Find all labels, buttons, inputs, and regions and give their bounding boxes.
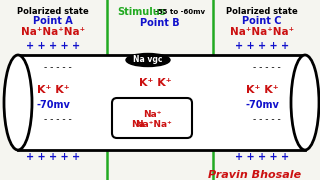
Text: - - - - -: - - - - -: [44, 115, 72, 124]
Text: + + + + +: + + + + +: [235, 41, 289, 51]
Text: Point B: Point B: [140, 18, 180, 28]
Text: -55 to -60mv: -55 to -60mv: [155, 9, 205, 15]
Text: K⁺ K⁺: K⁺ K⁺: [37, 85, 69, 95]
Text: K⁺ K⁺: K⁺ K⁺: [139, 78, 171, 88]
FancyBboxPatch shape: [112, 98, 192, 138]
Text: Na vgc: Na vgc: [133, 55, 163, 64]
Text: Stimulus: Stimulus: [118, 7, 166, 17]
Text: Pravin Bhosale: Pravin Bhosale: [208, 170, 301, 180]
Text: Na⁺: Na⁺: [143, 110, 161, 119]
Bar: [18, 55, 305, 150]
Text: - - - - -: - - - - -: [253, 63, 281, 72]
Text: Polarized state: Polarized state: [226, 7, 298, 16]
Text: Na⁺Na⁺Na⁺: Na⁺Na⁺Na⁺: [21, 27, 85, 37]
Text: -70mv: -70mv: [36, 100, 70, 110]
Text: + + + + +: + + + + +: [26, 152, 80, 162]
Ellipse shape: [291, 55, 319, 150]
Text: - - - - -: - - - - -: [44, 63, 72, 72]
Ellipse shape: [126, 53, 170, 66]
Text: + + + + +: + + + + +: [26, 41, 80, 51]
Text: K⁺ K⁺: K⁺ K⁺: [246, 85, 278, 95]
Text: + + + + +: + + + + +: [235, 152, 289, 162]
Ellipse shape: [4, 55, 32, 150]
Text: Na⁺Na⁺: Na⁺Na⁺: [136, 120, 172, 129]
Text: -70mv: -70mv: [245, 100, 279, 110]
Text: Na: Na: [131, 120, 145, 129]
Text: Point A: Point A: [33, 16, 73, 26]
Text: Polarized state: Polarized state: [17, 7, 89, 16]
Text: Na⁺Na⁺Na⁺: Na⁺Na⁺Na⁺: [230, 27, 294, 37]
Text: Point C: Point C: [242, 16, 282, 26]
Text: - - - - -: - - - - -: [253, 115, 281, 124]
